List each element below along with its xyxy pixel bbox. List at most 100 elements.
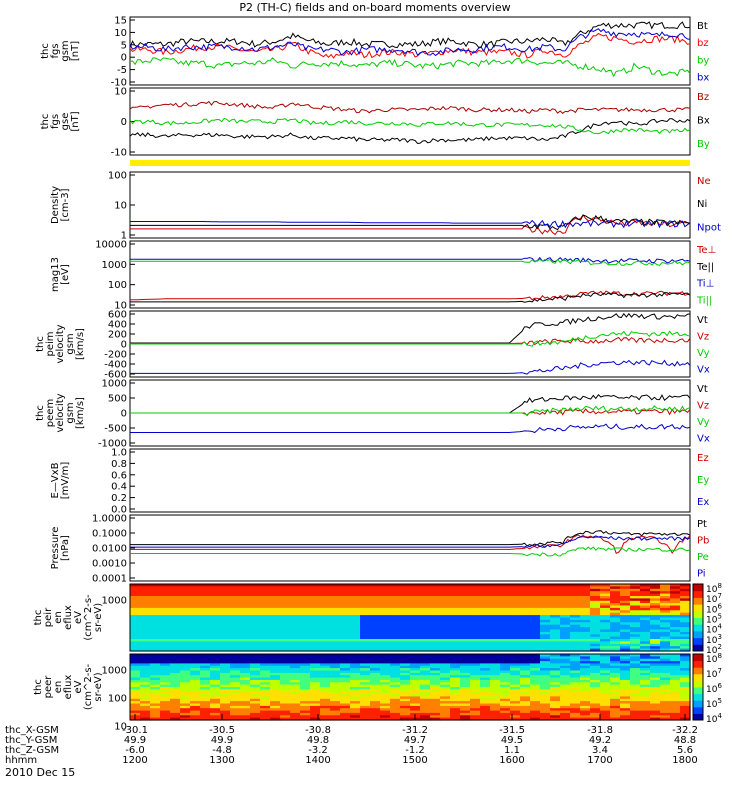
heatmap-cell — [590, 605, 601, 609]
heatmap-cell — [600, 643, 611, 647]
heatmap-cell — [620, 593, 631, 597]
heatmap-cell — [230, 639, 241, 642]
heatmap-cell — [150, 705, 161, 709]
heatmap-cell — [600, 641, 611, 645]
heatmap-cell — [420, 715, 431, 719]
heatmap-cell — [600, 588, 611, 592]
x-axis-value: 1300 — [209, 755, 234, 766]
heatmap-cell — [380, 654, 391, 657]
heatmap-cell — [230, 612, 241, 616]
y-axis-label: Pressure [nPa] — [50, 527, 71, 570]
heatmap-cell — [360, 682, 371, 686]
heatmap-cell — [510, 631, 521, 635]
heatmap-cell — [460, 701, 471, 705]
heatmap-cell — [430, 610, 441, 614]
heatmap-cell — [420, 646, 431, 650]
heatmap-cell — [630, 684, 641, 688]
heatmap-cell — [340, 679, 351, 683]
heatmap-cell — [580, 610, 591, 614]
heatmap-cell — [590, 717, 601, 721]
heatmap-cell — [190, 687, 201, 690]
heatmap-cell — [370, 682, 381, 686]
heatmap-cell — [380, 622, 391, 626]
heatmap-cell — [270, 598, 281, 602]
heatmap-cell — [350, 691, 361, 695]
heatmap-cell — [210, 622, 221, 626]
heatmap-cell — [430, 627, 441, 631]
heatmap-cell — [290, 605, 301, 609]
heatmap-cell — [300, 717, 311, 721]
heatmap-cell — [320, 703, 331, 707]
heatmap-cell — [670, 654, 681, 657]
heatmap-cell — [570, 687, 581, 690]
y-axis-label-line: (cm^2-s- — [83, 663, 94, 710]
heatmap-cell — [670, 634, 681, 638]
heatmap-cell — [260, 654, 271, 657]
heatmap-cell — [310, 682, 321, 686]
heatmap-cell — [330, 712, 341, 716]
heatmap-cell — [200, 646, 211, 650]
heatmap-cell — [500, 641, 511, 645]
heatmap-cell — [490, 696, 501, 700]
x-axis-value: 48.8 — [674, 735, 696, 746]
heatmap-cell — [190, 617, 201, 621]
heatmap-cell — [180, 586, 191, 590]
heatmap-cell — [420, 712, 431, 716]
heatmap-cell — [330, 607, 341, 611]
heatmap-cell — [190, 654, 201, 657]
heatmap-cell — [580, 619, 591, 623]
heatmap-cell — [410, 658, 421, 662]
heatmap-cell — [610, 603, 621, 607]
heatmap-cell — [260, 710, 271, 714]
heatmap-cell — [660, 658, 671, 662]
heatmap-cell — [320, 689, 331, 693]
heatmap-cell — [190, 627, 201, 631]
heatmap-cell — [480, 665, 491, 669]
heatmap-cell — [160, 643, 171, 647]
heatmap-cell — [220, 665, 231, 669]
heatmap-cell — [530, 607, 541, 611]
series-line-Vx — [130, 359, 691, 375]
heatmap-cell — [390, 593, 401, 597]
heatmap-cell — [200, 715, 211, 719]
heatmap-cell — [560, 694, 571, 698]
heatmap-cell — [540, 698, 551, 702]
heatmap-cell — [540, 627, 551, 631]
heatmap-cell — [290, 641, 301, 645]
heatmap-cell — [360, 672, 371, 676]
heatmap-cell — [340, 656, 351, 660]
heatmap-cell — [480, 627, 491, 631]
heatmap-cell — [340, 641, 351, 645]
heatmap-cell — [300, 696, 311, 700]
heatmap-cell — [360, 646, 371, 650]
heatmap-cell — [490, 677, 501, 681]
heatmap-cell — [540, 701, 551, 705]
heatmap-cell — [640, 584, 651, 587]
heatmap-cell — [490, 717, 501, 721]
heatmap-cell — [460, 641, 471, 645]
heatmap-cell — [420, 703, 431, 707]
heatmap-cell — [600, 696, 611, 700]
heatmap-cell — [220, 677, 231, 681]
heatmap-cell — [500, 612, 511, 616]
heatmap-cell — [130, 661, 141, 665]
heatmap-cell — [630, 591, 641, 595]
heatmap-cell — [160, 665, 171, 669]
heatmap-cell — [590, 679, 601, 683]
heatmap-cell — [550, 622, 561, 626]
heatmap-cell — [640, 619, 651, 623]
heatmap-cell — [320, 627, 331, 631]
heatmap-cell — [560, 658, 571, 662]
heatmap-cell — [530, 631, 541, 635]
heatmap-cell — [570, 643, 581, 647]
heatmap-cell — [210, 691, 221, 695]
heatmap-cell — [520, 603, 531, 607]
heatmap-cell — [440, 617, 451, 621]
heatmap-cell — [630, 687, 641, 690]
heatmap-cell — [350, 661, 361, 665]
heatmap-cell — [150, 646, 161, 650]
heatmap-cell — [380, 643, 391, 647]
heatmap-cell — [290, 670, 301, 674]
heatmap-cell — [540, 624, 551, 628]
heatmap-cell — [540, 679, 551, 683]
